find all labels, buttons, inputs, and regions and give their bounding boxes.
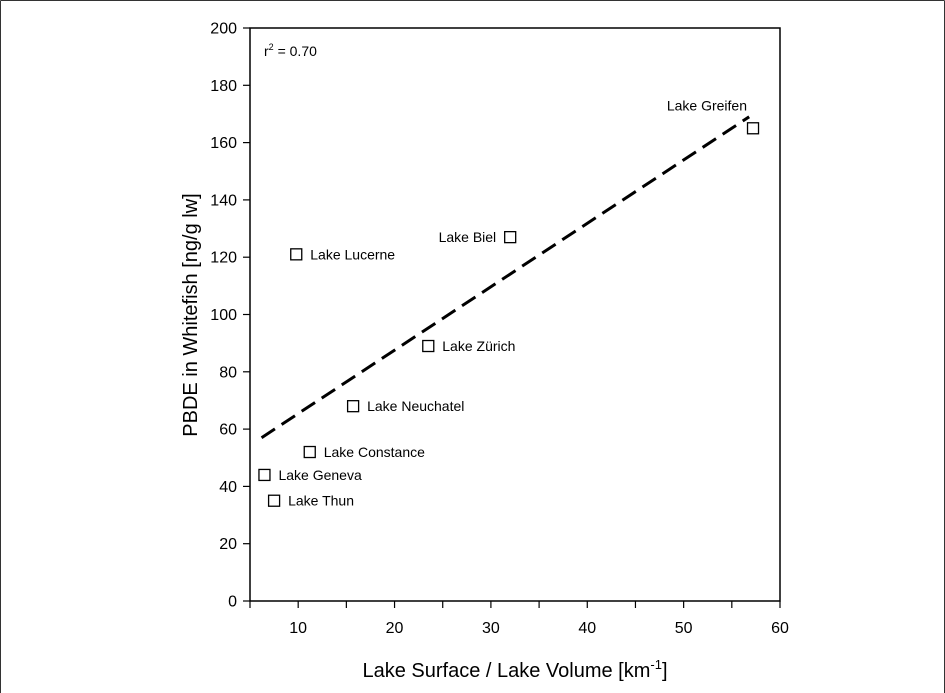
x-axis-title-main: Lake Surface / Lake Volume [km: [362, 660, 650, 682]
y-tick-label: 40: [219, 479, 237, 496]
data-point: [304, 447, 315, 458]
x-axis-title: Lake Surface / Lake Volume [km-1]: [362, 657, 667, 682]
y-tick-label: 60: [219, 422, 237, 439]
y-tick-label: 0: [228, 594, 237, 611]
r-squared-annotation: r2 = 0.70: [264, 42, 317, 59]
data-point: [291, 249, 302, 260]
y-tick-label: 20: [219, 536, 237, 553]
y-tick-label: 80: [219, 364, 237, 381]
data-point: [748, 123, 759, 134]
point-label: Lake Biel: [439, 229, 497, 245]
y-tick-label: 160: [210, 135, 237, 152]
y-tick-label: 120: [210, 250, 237, 267]
point-label: Lake Greifen: [667, 97, 747, 113]
data-point: [348, 401, 359, 412]
data-point: [505, 232, 516, 243]
x-tick-label: 20: [386, 620, 404, 637]
trendline: [262, 117, 750, 438]
y-tick-label: 140: [210, 192, 237, 209]
point-label: Lake Constance: [324, 444, 425, 460]
point-label: Lake Thun: [288, 493, 354, 509]
y-tick-label: 180: [210, 78, 237, 95]
point-label: Lake Geneva: [278, 467, 361, 483]
x-axis-title-suffix: ]: [662, 660, 668, 682]
plot-area: [250, 28, 780, 601]
trendline-layer: [262, 117, 750, 438]
point-label: Lake Lucerne: [310, 246, 395, 262]
x-tick-label: 50: [675, 620, 693, 637]
y-tick-label: 100: [210, 307, 237, 324]
data-point: [423, 341, 434, 352]
y-tick-label: 200: [210, 21, 237, 38]
y-axis-title: PBDE in Whitefish [ng/g lw]: [180, 193, 202, 436]
data-point: [259, 469, 270, 480]
r-squared-value: = 0.70: [274, 43, 317, 59]
point-label: Lake Zürich: [442, 338, 515, 354]
x-axis-title-superscript: -1: [650, 657, 662, 672]
x-tick-label: 40: [578, 620, 596, 637]
point-label: Lake Neuchatel: [367, 398, 464, 414]
data-point: [269, 495, 280, 506]
x-tick-label: 30: [482, 620, 500, 637]
x-tick-label: 60: [771, 620, 789, 637]
x-tick-label: 10: [289, 620, 307, 637]
